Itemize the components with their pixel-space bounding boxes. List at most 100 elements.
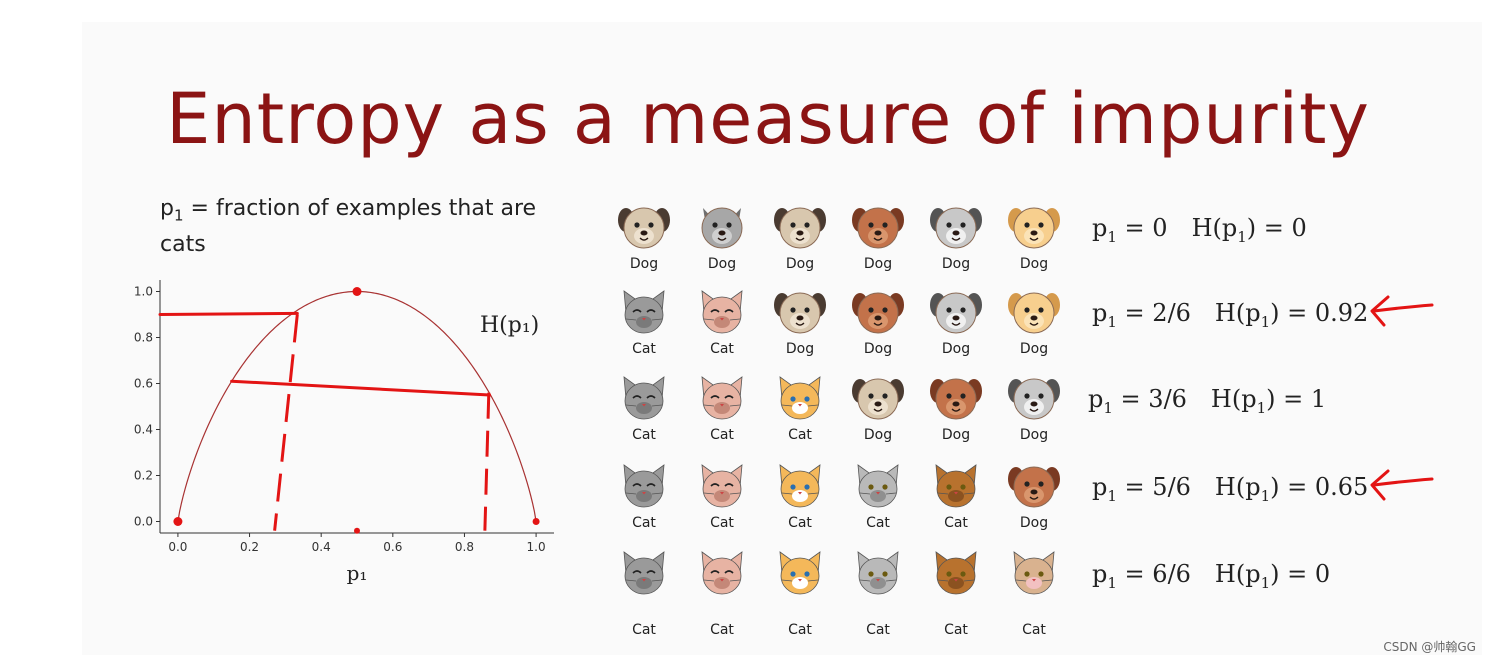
dog-face-icon — [774, 292, 826, 334]
animal-label: Dog — [707, 256, 737, 272]
animal-label: Dog — [941, 341, 971, 357]
animal-label: Dog — [863, 341, 893, 357]
animal-cell: Cat — [761, 371, 839, 451]
cat-face-icon — [623, 376, 665, 420]
animal-label: Cat — [710, 341, 734, 357]
p-value: 5/6 — [1152, 473, 1191, 501]
cat-face-icon — [935, 551, 977, 595]
animal-cell: Cat — [605, 546, 683, 638]
y-tick-label: 0.4 — [134, 423, 153, 437]
dog-face-icon — [1008, 378, 1060, 420]
cat-face-icon — [623, 290, 665, 334]
animal-label: Cat — [710, 622, 734, 638]
cat-face-icon — [935, 464, 977, 508]
y-tick-label: 0.8 — [134, 331, 153, 345]
animal-label: Dog — [1019, 341, 1049, 357]
annotation-dashed-left — [273, 314, 299, 531]
animal-cell: Dog — [995, 285, 1073, 365]
annotation-line-065 — [230, 379, 492, 397]
animal-label: Dog — [785, 256, 815, 272]
h-expression: H(p1) = 1 — [1210, 385, 1327, 417]
annotation-dot-peak — [352, 287, 362, 296]
x-tick-label: 0.0 — [168, 540, 187, 554]
animal-cell: Dog — [917, 200, 995, 280]
dog-face-icon — [852, 378, 904, 420]
example-row: Cat Cat Cat Cat Cat Cat — [605, 546, 1075, 638]
x-tick-label: 0.8 — [455, 540, 474, 554]
animal-cell: Cat — [917, 546, 995, 638]
animal-cell: Cat — [917, 459, 995, 539]
animal-label: Cat — [788, 427, 812, 443]
h-expression: H(p1) = 0 — [1214, 560, 1331, 592]
animal-cell: Cat — [839, 546, 917, 638]
cat-face-icon — [857, 551, 899, 595]
definition-text: = fraction of examples that are cats — [160, 196, 537, 258]
animal-cell: Dog — [761, 285, 839, 365]
animal-cell: Cat — [839, 459, 917, 539]
animal-label: Cat — [632, 515, 656, 531]
entropy-equation: p1 = 3/6 H(p1) = 1 — [1088, 385, 1327, 417]
animal-cell: Dog — [839, 200, 917, 280]
annotation-dot-mid — [354, 527, 360, 534]
cat-face-icon — [623, 464, 665, 508]
animal-cell: Cat — [683, 371, 761, 451]
animal-cell: Cat — [683, 546, 761, 638]
h-expression: H(p1) = 0.65 — [1214, 473, 1369, 505]
red-arrow-icon — [1366, 463, 1436, 508]
slide-background — [82, 22, 1482, 655]
y-tick-label: 1.0 — [134, 285, 153, 299]
animal-label: Cat — [632, 341, 656, 357]
h-value: 0.65 — [1314, 473, 1369, 501]
animal-cell: Dog — [995, 371, 1073, 451]
h-value: 1 — [1310, 385, 1327, 413]
animal-cell: Cat — [683, 285, 761, 365]
animal-label: Dog — [629, 256, 659, 272]
animal-label: Cat — [710, 515, 734, 531]
animal-label: Dog — [1019, 427, 1049, 443]
dog-face-icon — [618, 207, 670, 249]
entropy-equation: p1 = 5/6 H(p1) = 0.65 — [1092, 473, 1369, 505]
x-tick-label: 0.2 — [240, 540, 259, 554]
cat-face-icon — [779, 376, 821, 420]
y-tick-label: 0.2 — [134, 469, 153, 483]
animal-cell: Dog — [761, 200, 839, 280]
animal-cell: Cat — [605, 371, 683, 451]
annotation-dot-0 — [173, 517, 183, 526]
cat-face-icon — [779, 464, 821, 508]
animal-label: Cat — [944, 622, 968, 638]
animal-cell: Cat — [605, 285, 683, 365]
animal-cell: Cat — [761, 459, 839, 539]
animal-label: Cat — [866, 622, 890, 638]
example-row: Cat Cat Cat Cat Cat Dog — [605, 459, 1075, 539]
h-expression: H(p1) = 0.92 — [1214, 299, 1369, 331]
animal-cell: Dog — [995, 459, 1073, 539]
y-tick-label: 0.0 — [134, 515, 153, 529]
animal-label: Cat — [1022, 622, 1046, 638]
definition-var: p — [160, 196, 174, 221]
entropy-equation: p1 = 2/6 H(p1) = 0.92 — [1092, 299, 1369, 331]
example-row: Dog Dog Dog Dog Dog Dog — [605, 200, 1075, 280]
entropy-equation: p1 = 0 H(p1) = 0 — [1092, 214, 1307, 246]
p-value: 2/6 — [1152, 299, 1191, 327]
animal-label: Cat — [632, 427, 656, 443]
animal-label: Cat — [710, 427, 734, 443]
dog-face-icon — [930, 207, 982, 249]
x-tick-label: 1.0 — [527, 540, 546, 554]
annotation-dashed-right — [483, 392, 491, 531]
animal-label: Dog — [1019, 256, 1049, 272]
animal-cell: Cat — [761, 546, 839, 638]
cat-face-icon — [701, 376, 743, 420]
annotation-line-092 — [158, 311, 299, 316]
animal-label: Dog — [863, 427, 893, 443]
entropy-chart: 0.0 0.2 0.4 0.6 0.8 1.0 0.0 0.2 0.4 0.6 0.8 1.0 H(p₁… — [134, 280, 554, 585]
animal-label: Dog — [785, 341, 815, 357]
h-value: 0.92 — [1314, 299, 1369, 327]
animal-cell: Cat — [995, 546, 1073, 638]
cat-face-icon — [623, 551, 665, 595]
animal-label: Dog — [941, 256, 971, 272]
animal-cell: Cat — [683, 459, 761, 539]
animal-cell: Cat — [605, 459, 683, 539]
animal-label: Cat — [944, 515, 968, 531]
p-value: 6/6 — [1152, 560, 1191, 588]
h-expression: H(p1) = 0 — [1191, 214, 1307, 246]
